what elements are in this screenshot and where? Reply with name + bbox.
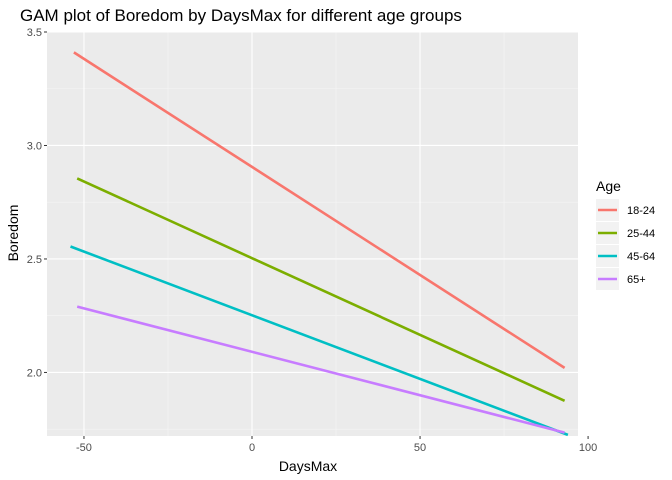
y-tick-label: 3.0 [27, 140, 42, 152]
chart-title: GAM plot of Boredom by DaysMax for diffe… [20, 6, 462, 25]
x-tick-label: -50 [76, 442, 92, 454]
y-axis: 2.0 2.5 3.0 3.5 [27, 27, 47, 379]
legend-title: Age [596, 178, 621, 194]
legend-label: 45-64 [627, 251, 655, 263]
panel-background [47, 32, 578, 436]
y-tick-label: 2.0 [27, 367, 42, 379]
legend-label: 18-24 [627, 205, 655, 217]
x-tick-label: 50 [414, 442, 426, 454]
series-line-25-44 [76, 177, 566, 402]
series-line-45-64 [70, 245, 569, 437]
x-axis: -50 0 50 100 [76, 436, 597, 454]
legend-label: 25-44 [627, 228, 655, 240]
x-tick-label: 0 [249, 442, 255, 454]
y-tick-label: 2.5 [27, 254, 42, 266]
legend: Age 18-24 25-44 45-64 65+ [596, 178, 655, 290]
plot-panel [47, 31, 589, 437]
x-tick-label: 100 [579, 442, 597, 454]
legend-label: 65+ [627, 274, 646, 286]
y-tick-label: 3.5 [27, 27, 42, 39]
series-line-18-24 [73, 51, 566, 369]
x-axis-title: DaysMax [279, 458, 337, 474]
y-axis-title: Boredom [5, 205, 21, 262]
series-line-65+ [76, 305, 565, 434]
